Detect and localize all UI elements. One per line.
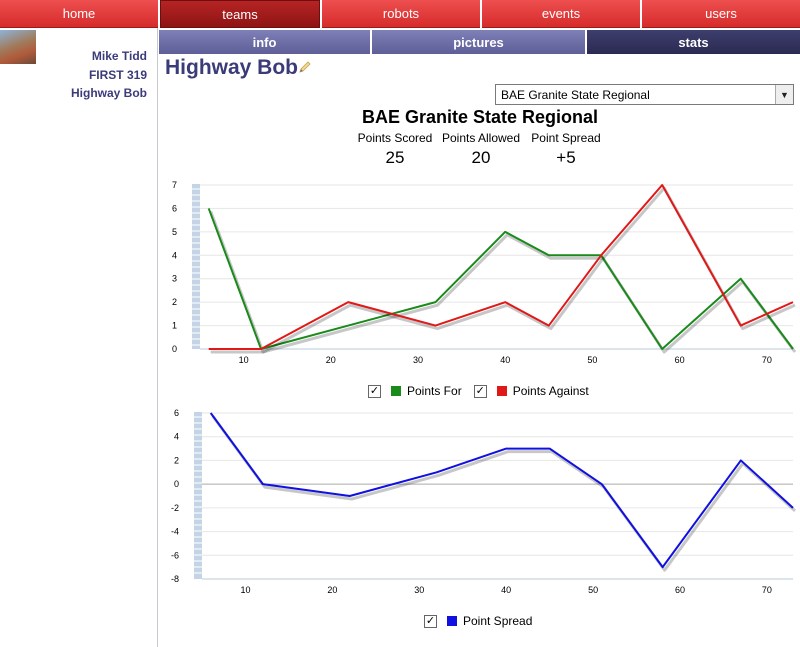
event-title: BAE Granite State Regional: [361, 107, 599, 127]
sidebar: Mike Tidd FIRST 319 Highway Bob: [0, 28, 158, 647]
chart1-y-tick-label: 1: [172, 321, 177, 331]
chart2-y-tick-label: -8: [171, 574, 179, 584]
point-spread-checkbox[interactable]: ✓: [424, 614, 437, 628]
chart1-x-tick-label: 10: [239, 355, 249, 365]
chart1-series-line-points-against: [208, 184, 794, 350]
chart2-y-tick-label: 0: [174, 479, 179, 489]
subnav-tab-pictures[interactable]: pictures: [372, 30, 585, 54]
chart1-x-tick-label: 60: [675, 355, 685, 365]
stat-value: +5: [556, 148, 576, 167]
chart2-legend: ✓ Point Spread: [424, 614, 532, 628]
chart2-x-tick-label: 20: [327, 585, 337, 595]
chart1-y-tick-label: 6: [172, 203, 177, 213]
event-select-value: BAE Granite State Regional: [501, 87, 650, 102]
chart1-y-tick-label: 3: [172, 274, 177, 284]
chart2-x-tick-label: 40: [501, 585, 511, 595]
chart1-y-tick-label: 4: [172, 250, 177, 260]
points-for-label: Points For: [407, 384, 462, 398]
chart2-x-tick-label: 70: [762, 585, 772, 595]
chart2-y-tick-label: 6: [174, 408, 179, 418]
points-for-swatch: [391, 386, 401, 396]
user-name[interactable]: Mike Tidd: [91, 49, 147, 63]
event-select[interactable]: BAE Granite State Regional ▼: [495, 84, 794, 105]
stat-points-scored: Points Scored 25: [350, 131, 440, 168]
point-spread-label: Point Spread: [463, 614, 533, 628]
stat-points-allowed: Points Allowed 20: [436, 131, 526, 168]
chart1-series-shadow: [209, 210, 797, 354]
team-number[interactable]: FIRST 319: [88, 68, 147, 82]
points-against-checkbox[interactable]: ✓: [473, 384, 487, 398]
stat-label: Point Spread: [531, 131, 601, 145]
subnav-tab-info[interactable]: info: [159, 30, 370, 54]
chart2-y-tick-label: -2: [171, 503, 179, 513]
chart2-series-line-point-spread: [209, 412, 794, 569]
chart1-y-tick-label: 5: [172, 227, 177, 237]
chart1-x-tick-label: 30: [413, 355, 423, 365]
top-nav: home teams robots events users: [0, 0, 800, 28]
point-spread-chart: -8 -6 -4 -2 0 2 4 6 10 20 30 40 50 60 70: [171, 408, 797, 595]
avatar[interactable]: [0, 30, 36, 64]
chart1-x-tick-label: 40: [500, 355, 510, 365]
chart1-x-tick-label: 50: [587, 355, 597, 365]
nav-tab-home[interactable]: home: [0, 0, 158, 28]
chart2-x-tick-label: 10: [240, 585, 250, 595]
nav-tab-teams[interactable]: teams: [160, 0, 320, 28]
chart2-series-shadow: [211, 415, 797, 572]
points-chart: 0 1 2 3 4 5 6 7 10 20 30 40 50 60 70: [172, 180, 797, 365]
stat-point-spread: Point Spread +5: [521, 131, 611, 168]
points-for-checkbox[interactable]: ✓: [368, 384, 381, 398]
chart2-x-tick-label: 50: [588, 585, 598, 595]
chart1-x-tick-label: 20: [326, 355, 336, 365]
chart1-y-tick-label: 7: [172, 180, 177, 190]
nav-tab-robots[interactable]: robots: [322, 0, 480, 28]
chart2-y-tick-label: 2: [174, 455, 179, 465]
subnav-tab-stats[interactable]: stats: [587, 30, 800, 54]
chevron-down-icon[interactable]: ▼: [775, 85, 793, 104]
chart1-x-tick-label: 70: [762, 355, 772, 365]
chart2-y-tick-label: -6: [171, 550, 179, 560]
stat-value: 20: [471, 148, 491, 167]
pencil-icon[interactable]: [298, 60, 312, 74]
team-name[interactable]: Highway Bob: [70, 86, 147, 100]
sub-nav: info pictures stats: [159, 30, 800, 54]
chart2-y-tick-label: 4: [174, 432, 179, 442]
chart2-x-tick-label: 30: [414, 585, 424, 595]
chart1-y-tick-label: 0: [172, 344, 177, 354]
page-title: Highway Bob: [165, 56, 299, 79]
chart1-legend: ✓ Points For ✓ Points Against: [368, 384, 589, 398]
points-against-swatch: [496, 386, 507, 396]
chart1-y-tick-label: 2: [172, 297, 177, 307]
stat-label: Points Scored: [357, 131, 433, 145]
chart2-y-tick-label: -4: [171, 527, 179, 537]
nav-tab-users[interactable]: users: [642, 0, 800, 28]
stat-value: 25: [385, 148, 405, 167]
stat-label: Points Allowed: [441, 131, 521, 145]
chart2-x-tick-label: 60: [675, 585, 685, 595]
points-against-label: Points Against: [512, 384, 589, 398]
point-spread-swatch: [447, 616, 457, 626]
chart1-series-shadow: [210, 186, 796, 354]
nav-tab-events[interactable]: events: [482, 0, 640, 28]
chart1-series-line-points-for: [207, 208, 794, 350]
